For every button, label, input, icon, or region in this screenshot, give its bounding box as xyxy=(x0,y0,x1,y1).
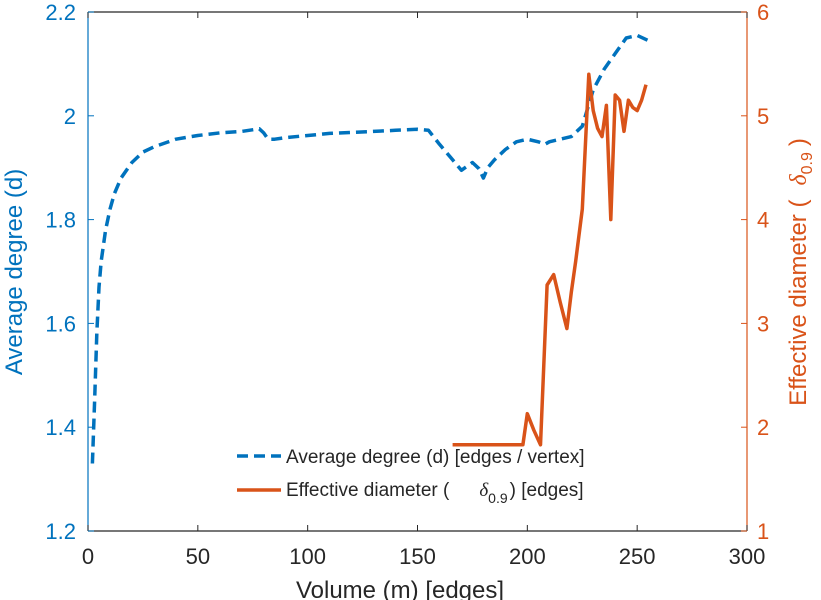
y-left-tick-label: 1.6 xyxy=(45,311,76,336)
y-left-tick-label: 1.4 xyxy=(45,415,76,440)
x-tick-label: 0 xyxy=(82,544,94,569)
x-tick-label: 200 xyxy=(509,544,546,569)
y-left-axis-title: Average degree (d) xyxy=(1,169,28,375)
y-right-tick-label: 3 xyxy=(757,311,769,336)
y-right-title-prefix: Effective diameter ( xyxy=(785,200,812,406)
y-right-tick-label: 4 xyxy=(757,208,769,233)
x-tick-label: 250 xyxy=(619,544,656,569)
y-left-tick-label: 2 xyxy=(64,104,76,129)
legend-diameter-symbol: δ xyxy=(479,480,489,501)
x-tick-label: 300 xyxy=(729,544,766,569)
y-right-title-subscript: 0.9 xyxy=(799,152,816,174)
axes xyxy=(87,11,748,532)
legend: Average degree (d) [edges / vertex] Effe… xyxy=(237,447,585,506)
y-right-title-suffix: ) xyxy=(785,138,812,146)
x-tick-label: 150 xyxy=(399,544,436,569)
legend-diameter-subscript: 0.9 xyxy=(488,490,508,506)
y-right-tick-label: 6 xyxy=(757,0,769,25)
x-tick-label: 50 xyxy=(186,544,210,569)
legend-diameter-prefix: Effective diameter ( xyxy=(286,480,450,501)
y-right-axis-title: Effective diameter ( δ0.9) xyxy=(785,138,816,406)
x-axis-title: Volume (m) [edges] xyxy=(296,577,504,600)
legend-diameter-suffix: ) [edges] xyxy=(510,480,584,501)
y-left-tick-label: 1.2 xyxy=(45,519,76,544)
y-right-title-symbol: δ xyxy=(786,174,812,186)
legend-label-effective-diameter: Effective diameter ( δ0.9) [edges] xyxy=(286,480,584,506)
plot-area xyxy=(90,33,649,464)
tick-labels: 0 50 100 150 200 250 300 1.2 1.4 1.6 1.8 2 2.2 1 2 3 4 5 6 xyxy=(45,0,769,569)
y-right-tick-label: 1 xyxy=(757,519,769,544)
y-left-tick-label: 1.8 xyxy=(45,208,76,233)
series-average-degree-line xyxy=(90,33,649,464)
series-effective-diameter-line xyxy=(452,72,648,447)
y-right-tick-label: 5 xyxy=(757,104,769,129)
legend-label-average-degree: Average degree (d) [edges / vertex] xyxy=(286,447,585,468)
y-left-tick-label: 2.2 xyxy=(45,0,76,25)
y-right-tick-label: 2 xyxy=(757,415,769,440)
x-tick-label: 100 xyxy=(289,544,326,569)
